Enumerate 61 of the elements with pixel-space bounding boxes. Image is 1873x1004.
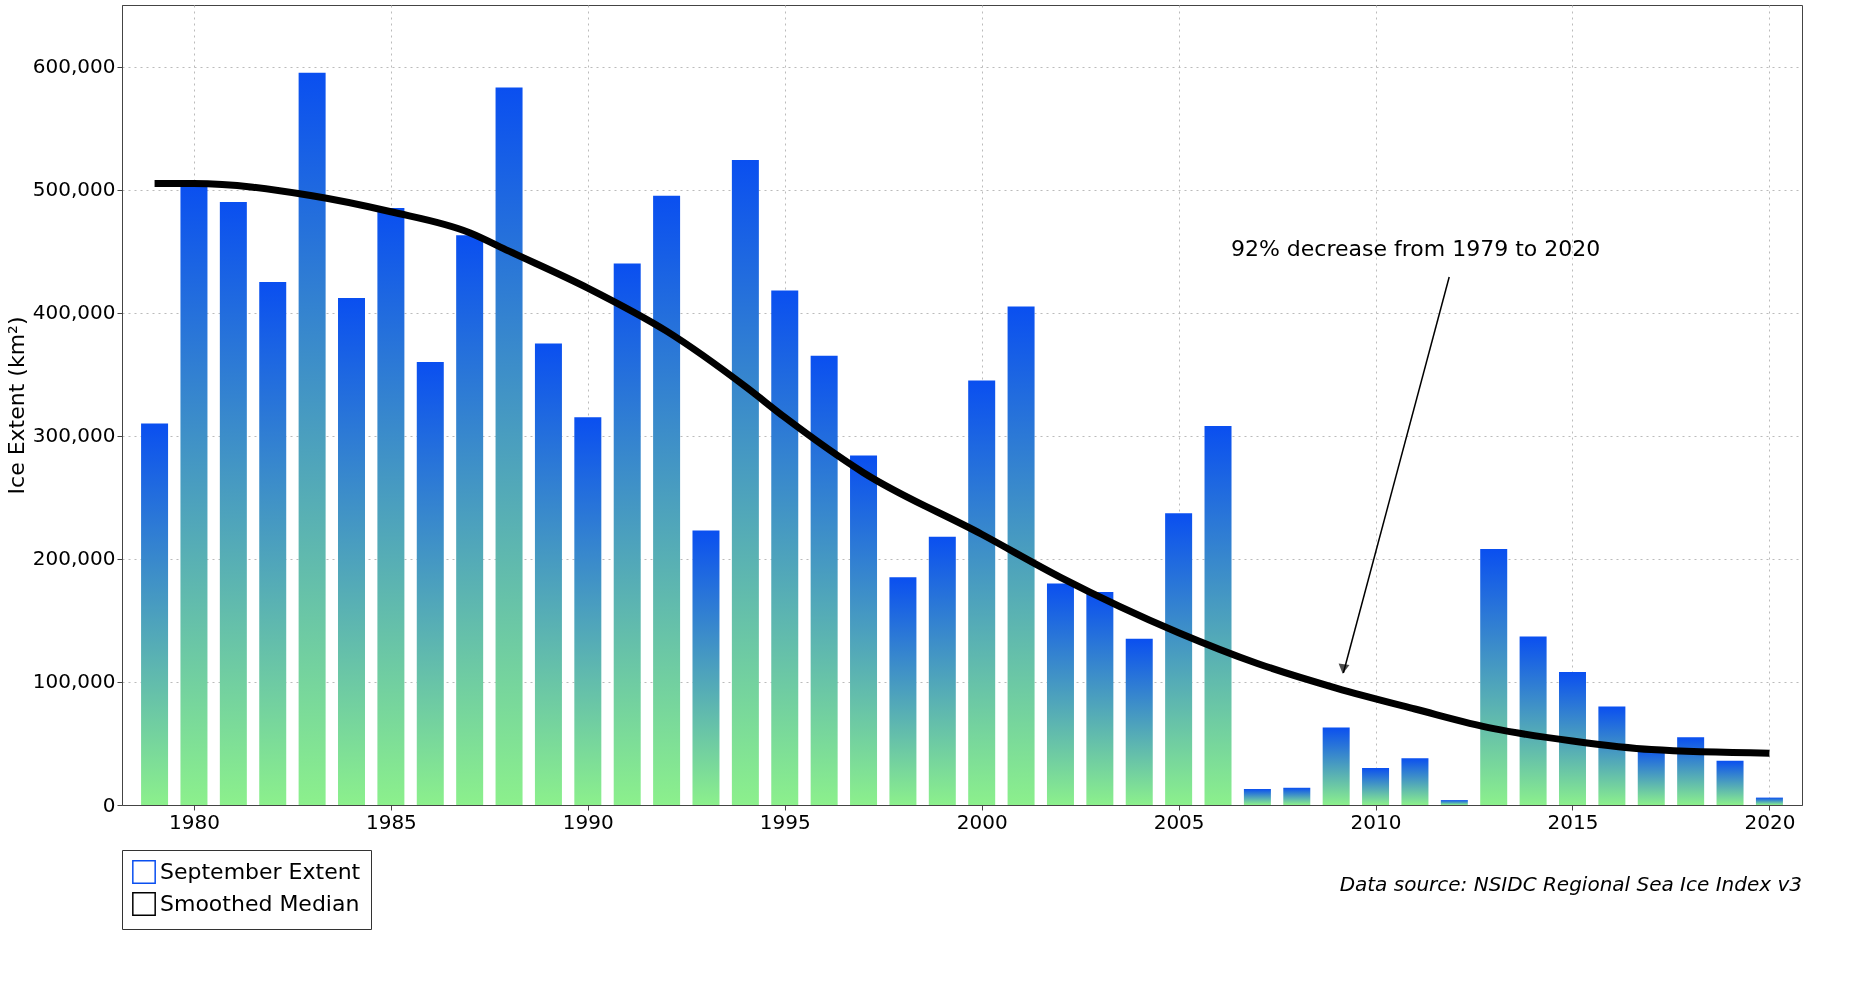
bar: [377, 208, 405, 805]
bar: [1362, 768, 1390, 805]
bar: [1165, 513, 1193, 805]
bar: [534, 343, 562, 805]
x-tick-label: 2000: [956, 809, 1008, 834]
y-tick-label: 0: [102, 792, 116, 817]
y-tick-label: 500,000: [32, 177, 116, 202]
bar: [968, 380, 996, 805]
bar: [1283, 787, 1311, 805]
bar: [338, 297, 365, 805]
y-tick-label: 300,000: [32, 423, 116, 448]
bar: [731, 160, 759, 805]
x-tick-label: 1980: [169, 809, 220, 834]
bar: [928, 536, 956, 805]
bar: [613, 263, 641, 805]
bar: [692, 530, 720, 805]
bar: [1401, 758, 1429, 805]
x-tick-label: 1995: [759, 809, 811, 834]
bar: [850, 455, 878, 805]
bar: [1677, 737, 1705, 805]
bar: [574, 417, 602, 805]
bar: [1086, 592, 1114, 805]
bar: [416, 361, 444, 805]
y-tick-label: 600,000: [32, 54, 116, 79]
bar: [495, 87, 523, 805]
x-tick-label: 1985: [365, 809, 417, 834]
bar: [653, 195, 681, 805]
legend-label: September Extent: [160, 859, 361, 884]
y-tick-label: 100,000: [32, 669, 116, 694]
bar: [889, 577, 917, 805]
bar: [1755, 797, 1783, 805]
bar: [771, 290, 799, 805]
bar: [1125, 638, 1153, 805]
bar: [141, 423, 169, 805]
bar: [298, 72, 326, 805]
y-tick-label: 400,000: [32, 300, 116, 325]
bar: [1440, 800, 1468, 805]
x-tick-label: 2005: [1153, 809, 1205, 834]
bar: [1007, 306, 1035, 805]
y-tick-label: 200,000: [32, 546, 116, 571]
legend-label: Smoothed Median: [160, 891, 360, 916]
bar: [810, 355, 838, 805]
bar: [219, 201, 247, 805]
bar: [1716, 760, 1744, 805]
x-tick-label: 2015: [1547, 809, 1599, 834]
bar: [1204, 425, 1232, 805]
x-tick-label: 1990: [562, 809, 614, 834]
bar: [1480, 549, 1508, 805]
annotation: 92% decrease from 1979 to 2020: [1230, 236, 1601, 261]
source-note: Data source: NSIDC Regional Sea Ice Index v3: [1339, 872, 1802, 896]
bar: [1322, 727, 1350, 805]
bar: [259, 281, 287, 805]
bar: [456, 235, 484, 805]
bar: [1243, 789, 1271, 805]
x-tick-label: 2020: [1744, 809, 1796, 834]
bar: [1559, 672, 1586, 805]
y-axis-title: Ice Extent (km²): [3, 316, 29, 495]
bar: [1519, 636, 1547, 805]
x-tick-label: 2010: [1350, 809, 1402, 834]
bar: [1598, 706, 1626, 805]
bar: [1046, 583, 1074, 805]
